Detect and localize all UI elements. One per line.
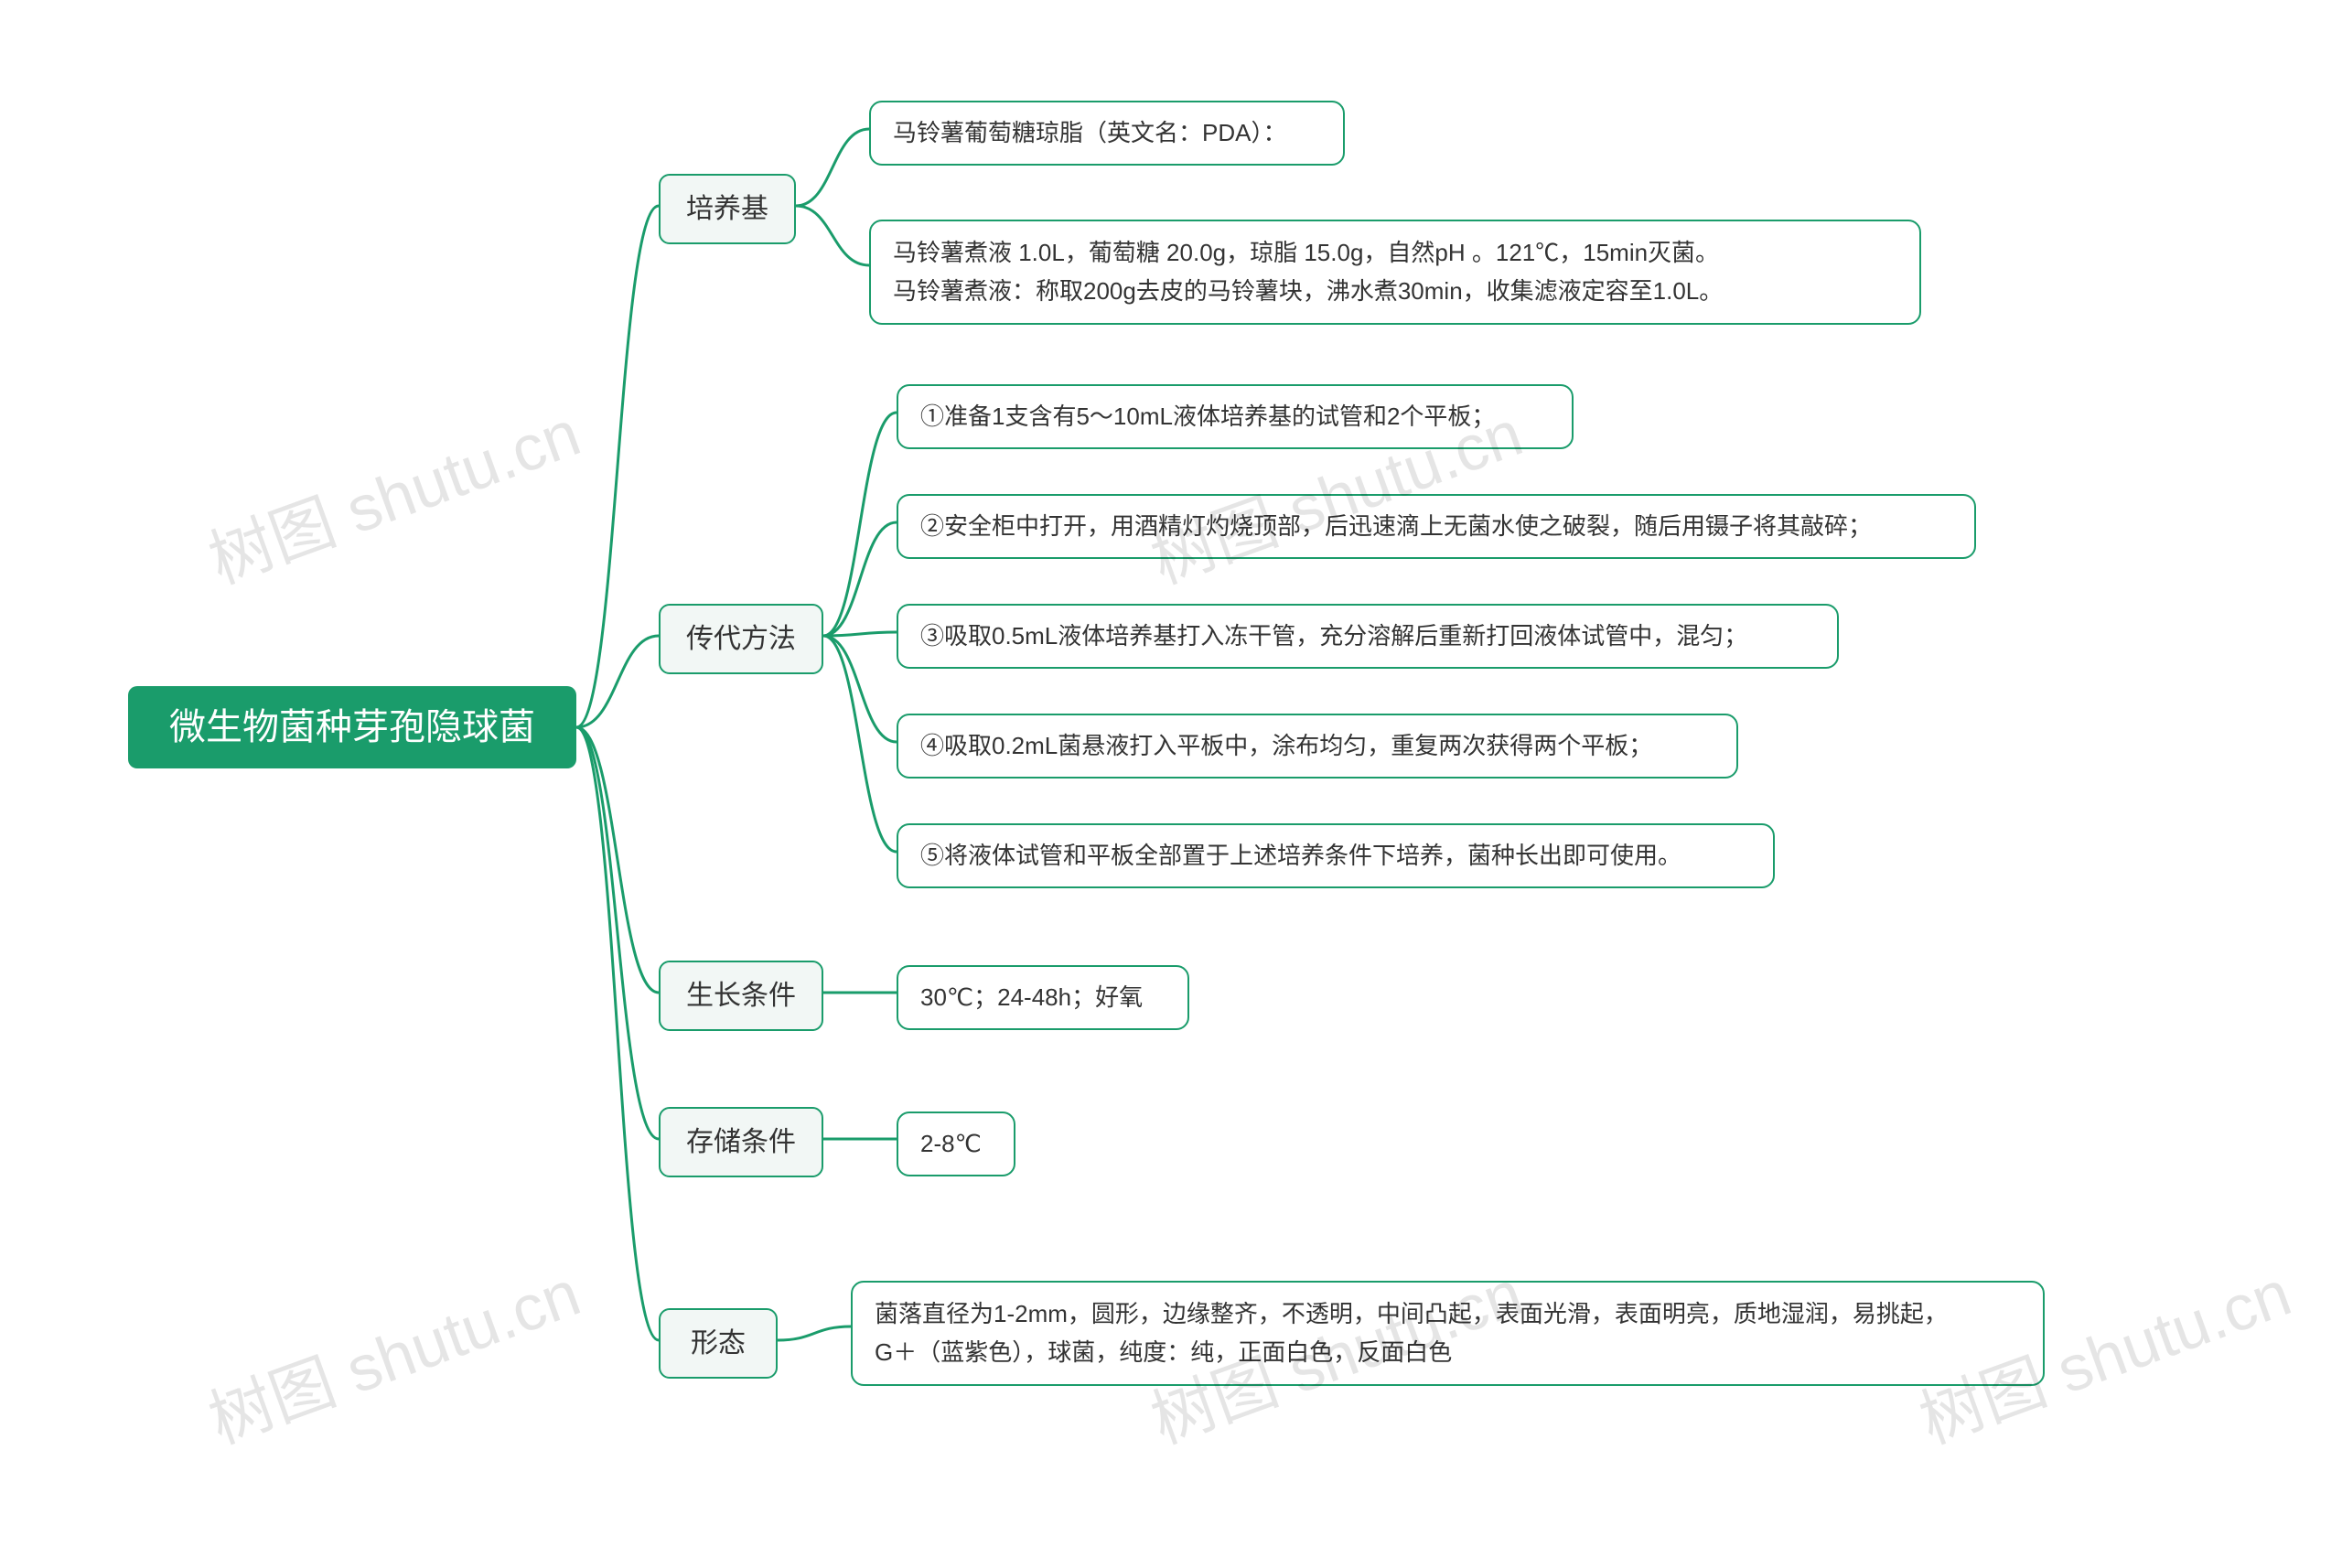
connector	[823, 636, 897, 742]
watermark: 树图 shutu.cn	[195, 1242, 591, 1462]
connector	[796, 206, 869, 265]
branch-b4: 存储条件	[659, 1107, 823, 1177]
connector	[823, 522, 897, 636]
connector	[823, 636, 897, 852]
root-node: 微生物菌种芽孢隐球菌	[128, 686, 576, 768]
connector	[576, 727, 659, 1340]
watermark: 树图 shutu.cn	[195, 382, 591, 602]
branch-b1: 培养基	[659, 174, 796, 244]
leaf-b1l2: 马铃薯煮液 1.0L，葡萄糖 20.0g，琼脂 15.0g，自然pH 。121℃…	[869, 220, 1921, 325]
connector	[823, 632, 897, 636]
leaf-b1l1: 马铃薯葡萄糖琼脂（英文名：PDA）：	[869, 101, 1345, 166]
leaf-b2l4: ④吸取0.2mL菌悬液打入平板中，涂布均匀，重复两次获得两个平板；	[897, 714, 1738, 779]
leaf-b2l2: ②安全柜中打开，用酒精灯灼烧顶部，后迅速滴上无菌水使之破裂，随后用镊子将其敲碎；	[897, 494, 1976, 559]
connector	[576, 636, 659, 727]
connector	[823, 413, 897, 636]
leaf-b2l5: ⑤将液体试管和平板全部置于上述培养条件下培养，菌种长出即可使用。	[897, 823, 1775, 888]
connector	[576, 206, 659, 727]
leaf-b4l1: 2-8℃	[897, 1112, 1015, 1176]
leaf-b3l1: 30℃；24-48h；好氧	[897, 965, 1189, 1030]
branch-b5: 形态	[659, 1308, 778, 1379]
connector	[778, 1326, 851, 1340]
leaf-b5l1: 菌落直径为1-2mm，圆形，边缘整齐，不透明，中间凸起，表面光滑，表面明亮，质地…	[851, 1281, 2045, 1386]
connector	[576, 727, 659, 993]
branch-b2: 传代方法	[659, 604, 823, 674]
connector	[576, 727, 659, 1139]
leaf-b2l1: ①准备1支含有5～10mL液体培养基的试管和2个平板；	[897, 384, 1574, 449]
branch-b3: 生长条件	[659, 961, 823, 1031]
connector	[796, 129, 869, 206]
leaf-b2l3: ③吸取0.5mL液体培养基打入冻干管，充分溶解后重新打回液体试管中，混匀；	[897, 604, 1839, 669]
